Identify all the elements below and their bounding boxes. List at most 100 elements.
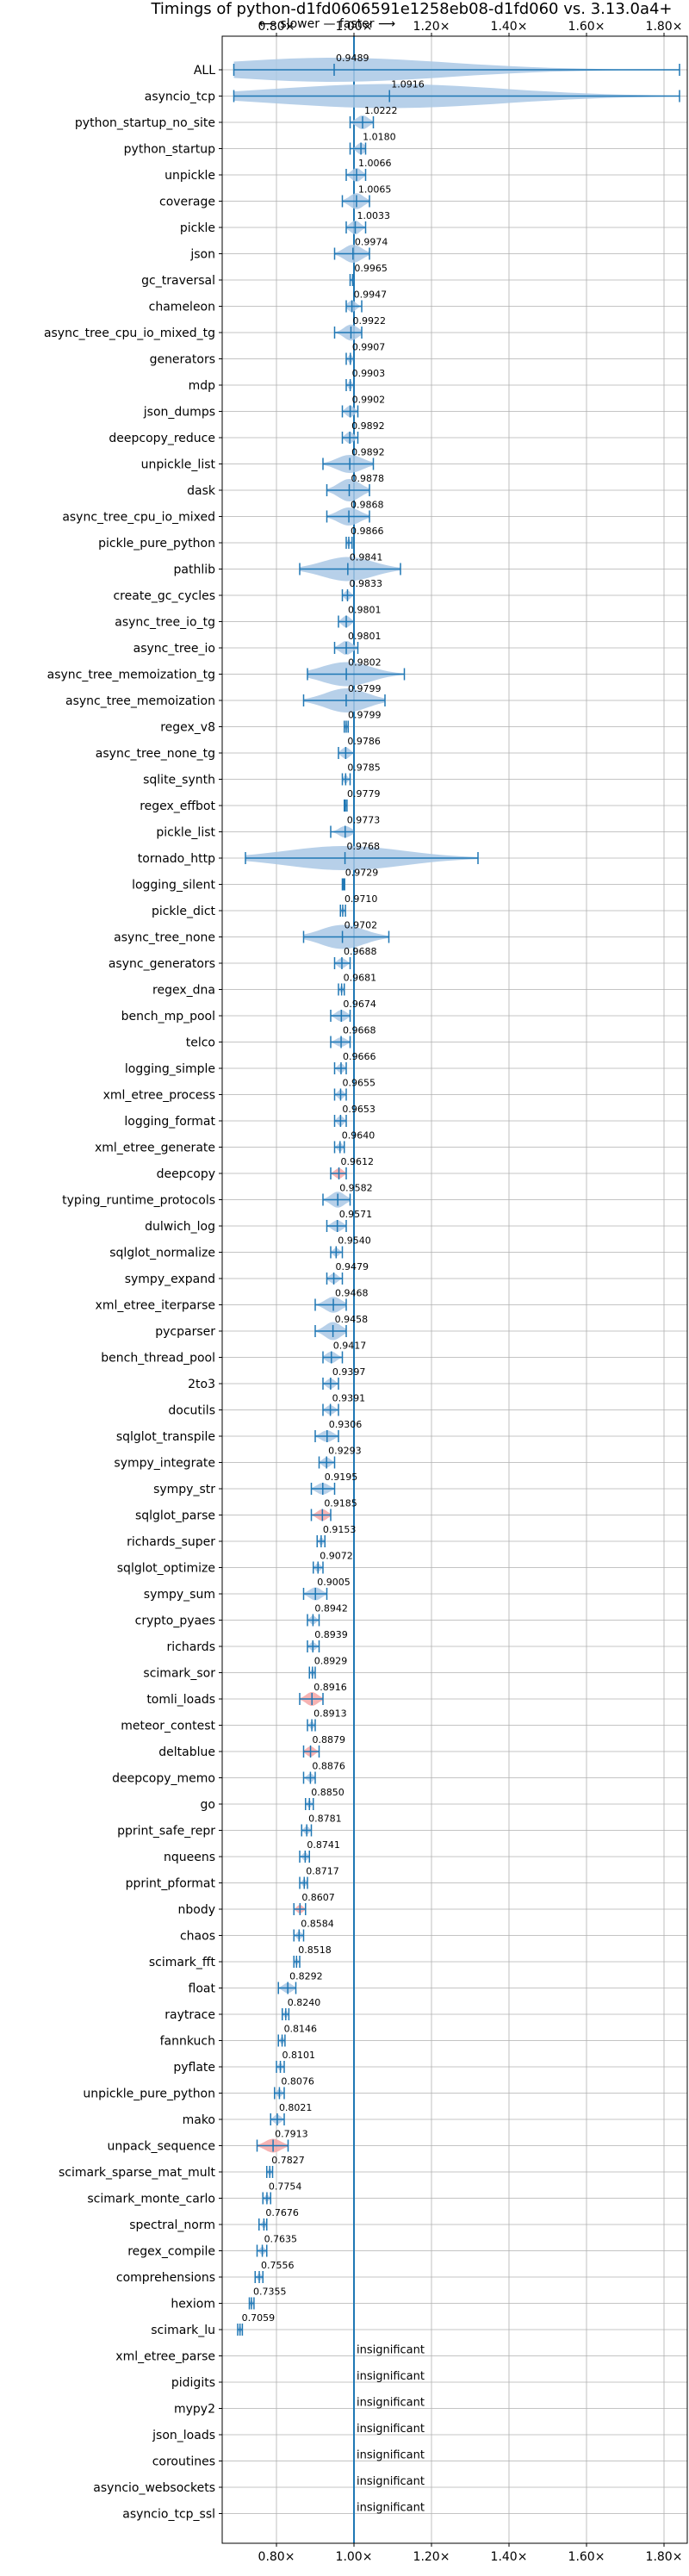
benchmark-label: comprehensions: [116, 2271, 215, 2285]
chart-subtitle: ⟵ slower — faster ⟶: [259, 17, 395, 31]
value-label: 0.7913: [275, 2129, 308, 2140]
marks-layer: 0.9489 1.0916 1.0222 1.0180 1.0066 1.0065 1.00…: [233, 36, 680, 2543]
benchmark-label: sqlglot_optimize: [117, 1562, 215, 1576]
benchmark-label: scimark_sor: [143, 1667, 215, 1681]
value-label: 0.9799: [348, 710, 382, 721]
x-tick-label-top: 1.40×: [491, 20, 528, 34]
benchmark-label: json_dumps: [143, 406, 215, 420]
benchmark-label: tornado_http: [138, 852, 215, 866]
benchmark-label: nqueens: [164, 1851, 215, 1864]
x-tick-label-top: 1.00×: [336, 20, 373, 34]
value-label: 1.0222: [364, 105, 398, 116]
value-label: 1.0066: [358, 158, 392, 169]
benchmark-label: regex_v8: [160, 721, 215, 735]
value-label: 0.9965: [354, 263, 388, 274]
value-label: 0.9489: [336, 53, 369, 64]
benchmark-label: python_startup: [124, 143, 215, 157]
benchmark-label: asyncio_tcp: [145, 90, 215, 104]
value-label: 0.9779: [347, 788, 381, 800]
x-tick-label-top: 1.20×: [413, 20, 450, 34]
benchmark-label: dask: [187, 484, 216, 498]
value-label: 0.8876: [312, 1761, 345, 1772]
benchmark-label: sympy_expand: [125, 1272, 215, 1286]
value-label: 0.9417: [333, 1341, 367, 1352]
x-tick-label-bottom: 1.40×: [491, 2550, 528, 2564]
value-label: 0.8913: [313, 1708, 347, 1720]
benchmark-label: unpickle: [164, 169, 215, 183]
value-label: 0.8741: [307, 1839, 340, 1851]
value-label: 1.0065: [358, 184, 392, 196]
benchmark-label: xml_etree_process: [103, 1089, 215, 1103]
benchmark-label: asyncio_tcp_ssl: [122, 2508, 215, 2522]
value-label: 0.9153: [323, 1524, 357, 1535]
benchmark-label: sympy_str: [153, 1483, 215, 1496]
benchmark-label: coverage: [159, 196, 215, 209]
value-label: 0.9653: [342, 1104, 376, 1115]
value-label: 0.9479: [336, 1261, 369, 1272]
benchmark-label: json: [189, 248, 215, 262]
benchmark-label: fannkuch: [160, 2035, 215, 2049]
benchmark-label: deltablue: [158, 1745, 215, 1759]
benchmark-label: sqlglot_normalize: [109, 1247, 215, 1260]
value-label: 0.7827: [271, 2155, 305, 2166]
value-label: 0.8101: [282, 2050, 316, 2061]
benchmark-label: scimark_lu: [151, 2324, 215, 2337]
value-label: 0.9786: [347, 736, 381, 747]
benchmark-label: python_startup_no_site: [75, 116, 215, 130]
benchmark-label: docutils: [168, 1404, 215, 1418]
value-label: 0.8939: [314, 1629, 348, 1640]
x-tick-label-top: 1.80×: [646, 20, 683, 34]
plot-frame: [221, 35, 688, 2544]
axis-layer: 0.80× 0.80× 1.00× 1.00× 1.20× 1.20× 1.40× 1.40×…: [44, 20, 683, 2564]
value-label: 0.8584: [301, 1919, 334, 1930]
value-label: 0.9666: [343, 1051, 376, 1062]
benchmark-label: asyncio_websockets: [93, 2481, 215, 2495]
value-label: 0.9785: [347, 762, 381, 774]
benchmark-label: pathlib: [174, 563, 216, 577]
value-label: 0.9892: [351, 447, 385, 458]
benchmark-label: typing_runtime_protocols: [62, 1194, 215, 1208]
benchmark-label: gc_traversal: [141, 274, 215, 288]
value-label: 0.8850: [311, 1787, 344, 1798]
benchmark-label: regex_dna: [152, 984, 215, 998]
benchmark-label: scimark_sparse_mat_mult: [59, 2166, 215, 2180]
value-label: 0.9799: [348, 683, 382, 694]
value-label: 0.9397: [332, 1366, 366, 1378]
value-label: 0.9907: [352, 342, 386, 353]
benchmark-label: meteor_contest: [121, 1720, 215, 1733]
benchmark-label: 2to3: [188, 1378, 215, 1391]
value-label: 0.9612: [341, 1156, 375, 1167]
benchmark-label: pickle_pure_python: [98, 537, 215, 551]
benchmark-label: async_tree_cpu_io_mixed: [62, 511, 215, 525]
benchmark-label: deepcopy_memo: [112, 1772, 215, 1786]
value-label: 0.9878: [351, 473, 385, 484]
benchmark-label: telco: [186, 1036, 215, 1050]
grid-layer: [222, 36, 687, 2543]
value-label: 0.9668: [343, 1025, 376, 1036]
benchmark-label: chaos: [180, 1930, 215, 1944]
benchmark-label: async_tree_io_tg: [115, 616, 215, 630]
x-tick-label-bottom: 1.80×: [646, 2550, 683, 2564]
insignificant-label: insignificant: [357, 2397, 425, 2410]
benchmark-label: coroutines: [152, 2455, 215, 2469]
value-label: 0.9866: [351, 526, 384, 537]
benchmark-label: tomli_loads: [146, 1693, 215, 1707]
benchmark-label: async_tree_none_tg: [96, 747, 215, 761]
benchmark-label: xml_etree_generate: [95, 1142, 215, 1155]
benchmark-label: logging_silent: [132, 879, 215, 893]
value-label: 0.9773: [347, 815, 381, 826]
benchmark-label: xml_etree_iterparse: [96, 1299, 215, 1313]
value-label: 1.0180: [363, 132, 396, 143]
value-label: 0.7355: [253, 2287, 287, 2298]
value-label: 0.9185: [324, 1498, 357, 1509]
value-label: 0.9640: [342, 1130, 376, 1142]
value-label: 0.8292: [289, 1971, 323, 1982]
value-label: 0.9974: [355, 237, 388, 248]
value-label: 0.9072: [320, 1551, 353, 1562]
x-tick-label-bottom: 0.80×: [258, 2550, 295, 2564]
benchmark-label: sqlite_synth: [143, 774, 215, 787]
value-label: 0.9005: [317, 1577, 351, 1588]
benchmark-label: pprint_pformat: [126, 1877, 216, 1891]
benchmark-label: deepcopy: [157, 1167, 215, 1181]
value-label: 0.9391: [332, 1393, 366, 1404]
